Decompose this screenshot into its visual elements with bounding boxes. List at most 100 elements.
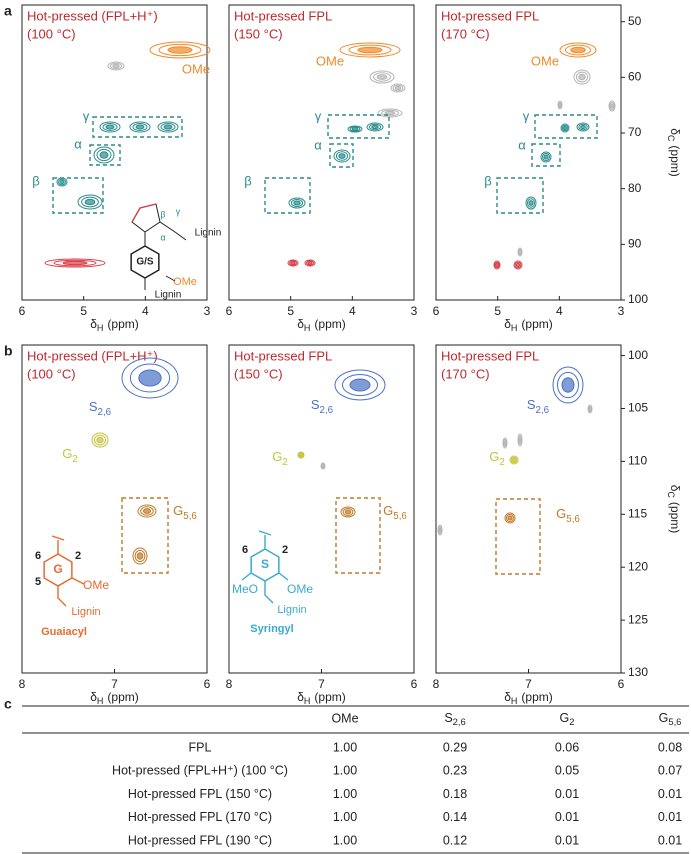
ring-label: G/S (136, 257, 154, 268)
contour (511, 457, 517, 463)
peak-label-main: G (272, 449, 282, 464)
contour (333, 149, 351, 163)
contour (59, 179, 65, 185)
contour (517, 247, 523, 257)
contour (349, 126, 361, 132)
unit-name: Guaiacyl (41, 626, 87, 638)
table-cell: 1.00 (333, 787, 357, 801)
contour (371, 124, 379, 130)
column-header-sub: 5,6 (668, 717, 681, 727)
peak-label-main: G (173, 503, 183, 518)
peak-label: G2 (62, 446, 78, 464)
contour (334, 369, 386, 401)
contour (347, 125, 363, 133)
column-header: S2,6 (444, 711, 465, 727)
table-cell: 0.01 (555, 810, 579, 824)
contour (102, 123, 118, 131)
contour (321, 463, 325, 469)
contour (357, 46, 383, 54)
position-label: β (160, 209, 165, 219)
plot-title: (150 °C) (234, 26, 283, 41)
y-axis-label-main: δ (668, 128, 682, 135)
table-cell: 0.12 (443, 833, 467, 847)
column-header: OMe (331, 711, 358, 725)
contour (562, 125, 568, 131)
contour (573, 69, 591, 85)
contour (290, 261, 296, 265)
x-tick-label: 5 (80, 304, 87, 318)
plot-title: Hot-pressed FPL (234, 8, 332, 23)
contour (298, 452, 304, 458)
contour (373, 72, 391, 82)
substituent: OMe (83, 578, 109, 592)
contour (366, 122, 384, 132)
contour (381, 109, 399, 117)
contour (552, 366, 584, 404)
table-cell: Hot-pressed FPL (190 °C) (128, 833, 272, 847)
contour (160, 123, 176, 131)
x-tick-label: 3 (204, 304, 211, 318)
x-axis-label-unit: (ppm) (521, 690, 552, 704)
y-tick-label: 110 (628, 454, 647, 468)
y-axis-label-main: δ (668, 485, 682, 492)
peak-label: γ (315, 108, 322, 123)
x-tick-label: 5 (494, 304, 501, 318)
x-tick-label: 7 (318, 677, 325, 691)
column-header: G2 (560, 711, 575, 727)
position-label: γ (176, 206, 181, 216)
peak-label-sub: 2,6 (320, 405, 334, 416)
table-cell: 0.01 (555, 787, 579, 801)
x-axis-label: δH (ppm) (297, 317, 346, 333)
peak-label: OMe (316, 53, 344, 68)
ring-position: 2 (75, 550, 81, 562)
y-tick-label: 60 (628, 70, 642, 84)
ring-label: S (261, 557, 269, 571)
plot-title: Hot-pressed FPL (441, 348, 539, 363)
contour (558, 101, 562, 109)
y-axis-label-sub: C (666, 491, 676, 498)
contour (528, 200, 534, 206)
unit-name: Syringyl (250, 623, 293, 635)
linkage: Lignin (71, 606, 100, 618)
column-header-main: S (444, 711, 452, 725)
x-axis-label: δH (ppm) (297, 690, 346, 706)
substituent: MeO (232, 582, 258, 596)
peak-label: OMe (182, 61, 210, 76)
contour (109, 62, 123, 70)
contour (518, 437, 522, 443)
peak-label: β (32, 173, 39, 188)
dashed-box (264, 177, 311, 214)
peak-label-sub: 5,6 (566, 514, 580, 525)
column-header-main: G (659, 711, 669, 725)
contour (438, 526, 442, 534)
ring-position: 6 (242, 544, 248, 556)
x-tick-label: 7 (525, 677, 532, 691)
contour (132, 547, 148, 565)
contour (339, 42, 401, 58)
contour (158, 43, 202, 57)
y-tick-label: 70 (628, 125, 642, 139)
peak-label: G5,6 (556, 506, 580, 524)
contour (575, 71, 589, 83)
x-tick-label: 6 (204, 677, 211, 691)
panel-label: b (4, 343, 13, 359)
contour (342, 374, 378, 396)
contour (495, 262, 499, 268)
contour (557, 371, 579, 399)
contour (142, 508, 152, 514)
contour (307, 261, 313, 265)
contour (288, 197, 306, 209)
contour (540, 151, 552, 163)
contour (138, 369, 162, 387)
y-axis-label-sub: C (666, 135, 676, 142)
plot-title: Hot-pressed (FPL+H⁺) (27, 8, 158, 23)
x-tick-label: 7 (111, 677, 118, 691)
linkage: Lignin (195, 228, 222, 239)
contour (438, 527, 442, 533)
y-tick-label: 125 (628, 612, 648, 626)
contour (608, 100, 616, 112)
peak-label-main: G (556, 506, 566, 521)
contour (99, 151, 109, 159)
contour (306, 260, 314, 266)
linkage: Lignin (155, 290, 182, 301)
